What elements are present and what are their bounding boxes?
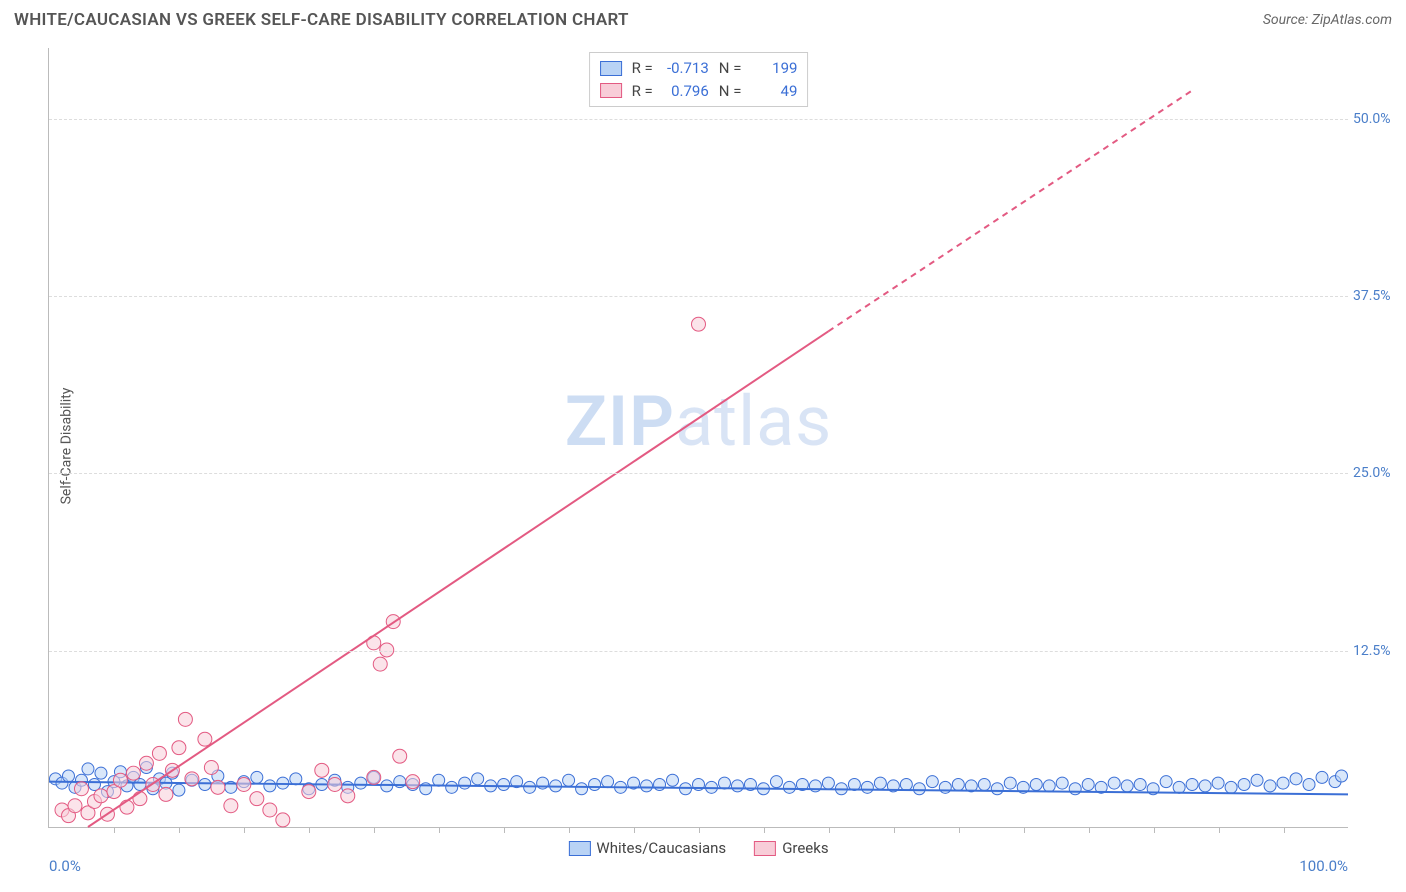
- legend-swatch-greeks-bottom: [754, 841, 776, 856]
- legend-swatch-whites-bottom: [568, 841, 590, 856]
- y-tick-label: 37.5%: [1353, 288, 1406, 304]
- legend-swatch-whites: [600, 61, 622, 76]
- y-tick-label: 25.0%: [1353, 465, 1406, 481]
- chart-svg: [49, 48, 1348, 827]
- legend-swatch-greeks: [600, 83, 622, 98]
- legend-label-greeks: Greeks: [782, 839, 828, 857]
- y-tick-label: 50.0%: [1353, 111, 1406, 127]
- y-tick-label: 12.5%: [1353, 643, 1406, 659]
- legend-series: Whites/Caucasians Greeks: [568, 839, 828, 857]
- chart-plot-area: ZIPatlas R =-0.713 N =199 R =0.796 N =49…: [48, 48, 1348, 828]
- x-axis-max: 100.0%: [1299, 857, 1348, 875]
- source-label: Source: ZipAtlas.com: [1263, 12, 1392, 28]
- legend-label-whites: Whites/Caucasians: [596, 839, 726, 857]
- x-axis-min: 0.0%: [49, 857, 81, 875]
- legend-stats-box: R =-0.713 N =199 R =0.796 N =49: [589, 52, 809, 107]
- chart-title: WHITE/CAUCASIAN VS GREEK SELF-CARE DISAB…: [14, 10, 629, 30]
